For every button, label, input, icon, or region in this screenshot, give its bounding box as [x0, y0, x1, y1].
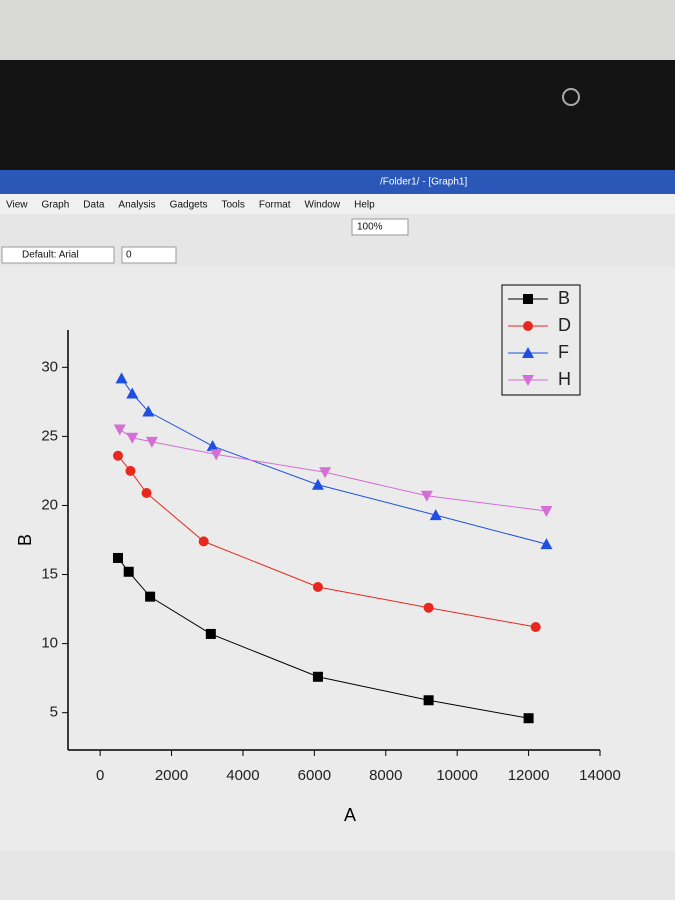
marker — [522, 375, 534, 386]
plot-page — [0, 266, 675, 851]
x-tick-label: 14000 — [579, 767, 621, 784]
x-axis-label: A — [344, 805, 356, 825]
legend-label: D — [558, 315, 571, 335]
marker — [126, 387, 139, 399]
y-tick-label: 20 — [41, 496, 58, 513]
marker — [429, 509, 442, 521]
marker — [311, 478, 324, 490]
x-tick-label: 2000 — [155, 767, 188, 784]
y-tick-label: 5 — [50, 704, 58, 721]
y-tick-label: 10 — [41, 635, 58, 652]
marker — [423, 695, 434, 706]
menu: View Graph Data Analysis Gadgets Tools Format W… — [6, 200, 375, 211]
menu-item[interactable]: Format — [259, 200, 291, 211]
marker — [319, 467, 332, 479]
zoom-box[interactable] — [351, 218, 409, 236]
chart: 0 2000 4000 6000 8000 10000 12000 14000 5 10 15 20 2… — [15, 284, 621, 825]
x-tick-label: 12000 — [508, 767, 550, 784]
camera — [562, 88, 580, 106]
menu-item[interactable]: Help — [354, 200, 375, 211]
marker — [530, 622, 541, 633]
menu-item[interactable]: View — [6, 200, 28, 211]
menu-item[interactable]: Data — [83, 200, 105, 211]
marker — [423, 602, 434, 613]
marker — [420, 490, 433, 502]
legend-box — [501, 284, 581, 396]
marker — [210, 449, 223, 461]
marker — [523, 321, 533, 331]
legend-label: H — [558, 369, 571, 389]
legend-label: F — [558, 342, 569, 362]
marker — [125, 465, 136, 476]
marker — [523, 713, 534, 724]
legend-label: B — [558, 288, 570, 308]
marker — [142, 405, 155, 417]
font-box[interactable] — [1, 246, 115, 264]
bottom-toolbar — [0, 851, 675, 900]
marker — [312, 671, 323, 682]
menu-item[interactable]: Analysis — [118, 200, 155, 211]
title-bar — [0, 170, 675, 194]
wall — [0, 0, 675, 60]
marker — [198, 536, 209, 547]
marker — [112, 450, 123, 461]
monitor-bezel — [0, 60, 675, 172]
marker — [115, 372, 128, 384]
marker — [206, 440, 219, 452]
marker — [522, 347, 534, 358]
size-box[interactable] — [121, 246, 177, 264]
marker — [112, 552, 123, 563]
marker — [205, 628, 216, 639]
font: Default: Arial — [22, 250, 79, 261]
menu-item[interactable]: Tools — [221, 200, 244, 211]
zoom: 100% — [357, 222, 383, 233]
marker — [145, 436, 158, 448]
marker — [113, 424, 126, 436]
menu-item[interactable]: Graph — [42, 200, 70, 211]
marker — [123, 566, 134, 577]
window-title: /Folder1/ - [Graph1] — [380, 177, 467, 188]
menu-item[interactable]: Gadgets — [170, 200, 208, 211]
font-size: 0 — [126, 250, 132, 261]
marker — [141, 488, 152, 499]
x-tick-label: 10000 — [436, 767, 478, 784]
y-tick-label: 30 — [41, 358, 58, 375]
x-tick-label: 0 — [96, 767, 104, 784]
marker — [523, 294, 533, 304]
x-tick-label: 4000 — [226, 767, 259, 784]
y-tick-label: 15 — [41, 566, 58, 583]
menu-item[interactable]: Window — [305, 200, 341, 211]
y-axis-label: B — [15, 534, 35, 546]
marker — [540, 538, 553, 550]
marker — [126, 432, 139, 444]
marker — [145, 591, 156, 602]
marker — [312, 581, 323, 592]
y-tick-label: 25 — [41, 427, 58, 444]
marker — [540, 505, 553, 517]
x-tick-label: 8000 — [369, 767, 402, 784]
x-tick-label: 6000 — [298, 767, 331, 784]
menu-bar — [0, 194, 675, 214]
